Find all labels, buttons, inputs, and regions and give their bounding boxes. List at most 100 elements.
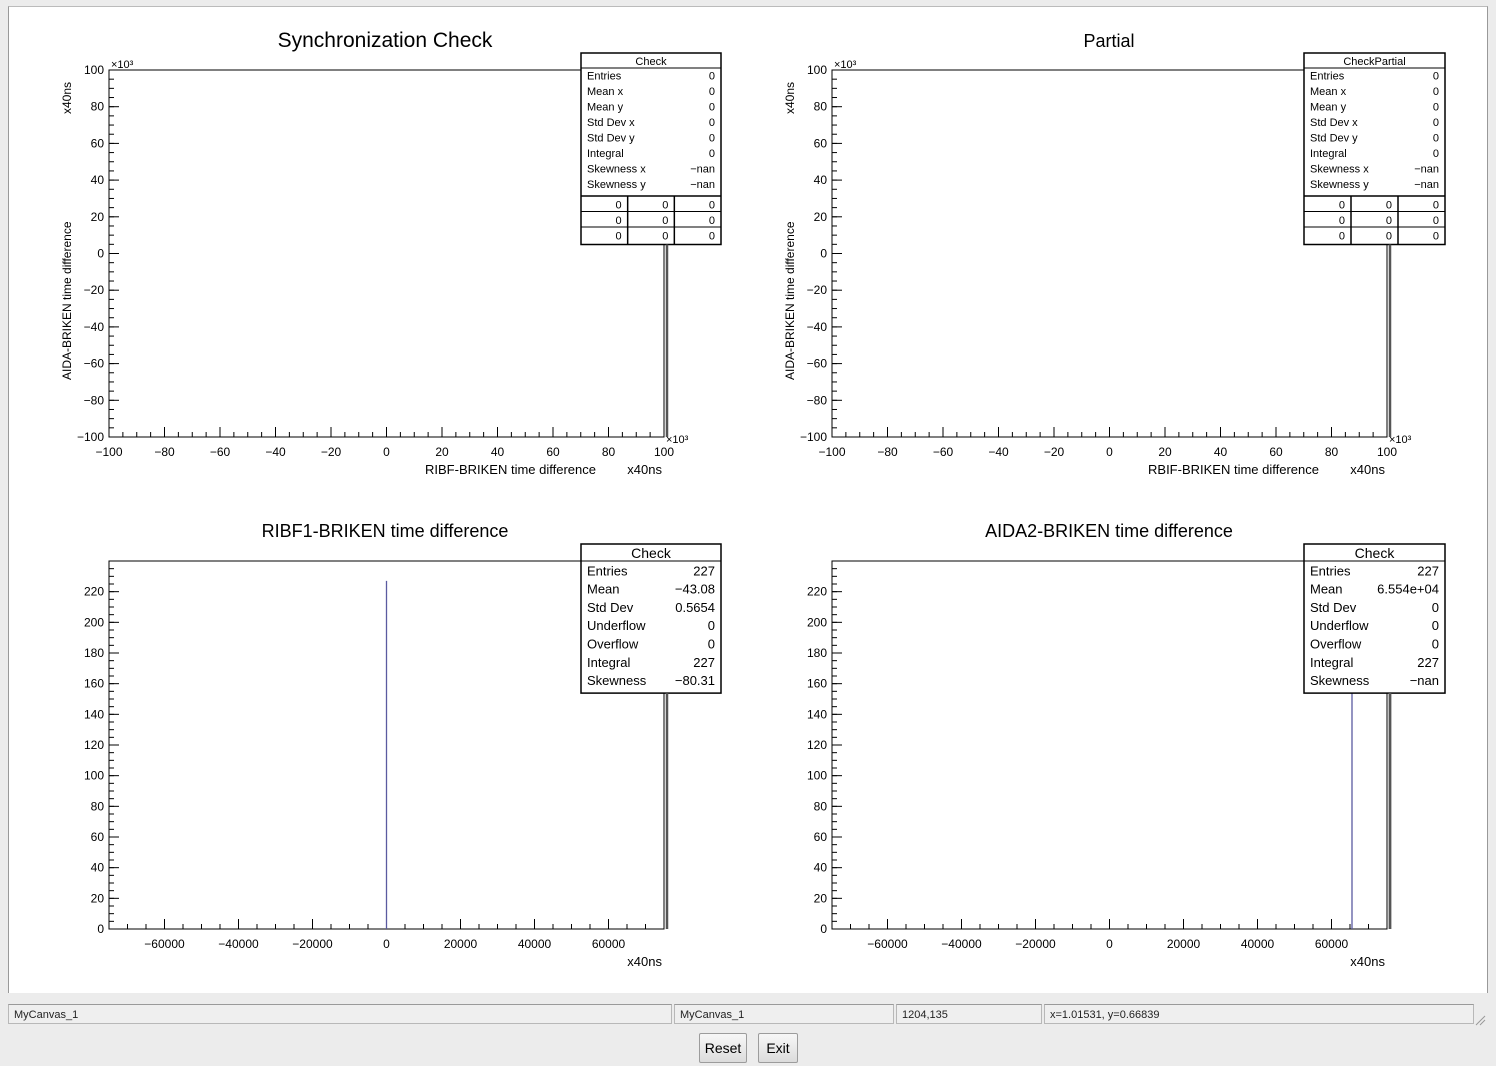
stats-label: Integral: [1310, 148, 1347, 160]
stats-value: 227: [1417, 563, 1439, 578]
x-tick-label: −100: [818, 445, 845, 459]
stats-label: Entries: [1310, 71, 1345, 83]
y-tick-label: 160: [807, 677, 827, 691]
y-tick-label: 0: [97, 922, 104, 936]
y-tick-label: 80: [814, 100, 828, 114]
x-tick-label: −40000: [941, 937, 982, 951]
stats-title: Check: [1355, 545, 1396, 561]
stats-grid-cell: 0: [1433, 215, 1439, 227]
reset-button[interactable]: Reset: [699, 1033, 747, 1063]
canvas-plots[interactable]: Synchronization Check −100 −80 −60 −40 −20 0 20…: [9, 7, 1487, 993]
y-axis-label: AIDA-BRIKEN time difference: [783, 221, 797, 380]
stats-value: 0: [708, 618, 715, 633]
y-tick-label: 20: [91, 891, 105, 905]
y-tick-label: 200: [807, 615, 827, 629]
stats-value: 227: [693, 655, 715, 670]
stats-value: 0: [1432, 637, 1439, 652]
x-exponent: ×10³: [1389, 434, 1412, 446]
stats-box: Check Entries 227 Mean 6.554e+04 Std Dev 0 Unde…: [1303, 543, 1446, 929]
stats-value: 227: [693, 563, 715, 578]
y-tick-label: 0: [820, 922, 827, 936]
stats-frame: [1303, 543, 1446, 694]
stats-value: −43.08: [675, 582, 715, 597]
stats-grid-cell: 0: [616, 215, 622, 227]
pad-1: Synchronization Check −100 −80 −60 −40 −20 0 20…: [60, 29, 722, 477]
status-selected-name: MyCanvas_1: [674, 1004, 894, 1024]
stats-value: 0: [709, 133, 715, 145]
stats-label: Entries: [587, 71, 622, 83]
stats-label: Std Dev: [587, 600, 634, 615]
y-tick-label: 60: [814, 830, 828, 844]
y-tick-label: 60: [91, 830, 105, 844]
x-axis-label: RBIF-BRIKEN time difference: [1148, 462, 1319, 477]
stats-value: 0: [708, 637, 715, 652]
y-axis-unit: x40ns: [783, 82, 797, 114]
x-tick-label: −40: [988, 445, 1009, 459]
stats-grid-cell: 0: [709, 215, 715, 227]
x-tick-label: −80: [154, 445, 175, 459]
x-tick-label: 20: [435, 445, 449, 459]
stats-label: Skewness x: [1310, 164, 1369, 176]
stats-frame: [580, 52, 722, 246]
stats-value: 0: [1433, 86, 1439, 98]
stats-value: −80.31: [675, 673, 715, 688]
y-tick-label: −20: [807, 283, 828, 297]
stats-value: 0: [709, 71, 715, 83]
y-tick-label: 40: [814, 861, 828, 875]
stats-value: 0: [1432, 600, 1439, 615]
x-tick-label: −20: [1044, 445, 1065, 459]
y-tick-label: 100: [807, 769, 827, 783]
y-tick-label: 160: [84, 677, 104, 691]
x-tick-label: 60000: [1315, 937, 1349, 951]
x-axis-unit: x40ns: [627, 462, 662, 477]
x-axis-unit: x40ns: [627, 954, 662, 969]
pad-4: AIDA2-BRIKEN time difference −60000 −40000…: [807, 521, 1446, 969]
y-exponent: ×10³: [834, 59, 857, 71]
root-canvas[interactable]: Synchronization Check −100 −80 −60 −40 −20 0 20…: [8, 6, 1488, 993]
y-tick-label: 40: [91, 861, 105, 875]
stats-grid-cell: 0: [1386, 200, 1392, 212]
y-tick-label: 80: [814, 799, 828, 813]
stats-value: 0: [1433, 102, 1439, 114]
stats-label: Skewness: [1310, 673, 1370, 688]
y-tick-label: 220: [807, 585, 827, 599]
x-tick-label: 0: [383, 445, 390, 459]
y-tick-label: 20: [91, 210, 105, 224]
y-tick-label: 0: [820, 247, 827, 261]
x-tick-label: 20000: [1167, 937, 1201, 951]
stats-label: Std Dev y: [1310, 133, 1358, 145]
x-tick-label: 40000: [1241, 937, 1275, 951]
stats-label: Skewness y: [587, 179, 646, 191]
y-tick-label: 100: [84, 769, 104, 783]
stats-value: 0: [709, 86, 715, 98]
y-tick-label: 80: [91, 100, 105, 114]
y-tick-label: 40: [91, 173, 105, 187]
stats-grid-cell: 0: [1433, 200, 1439, 212]
stats-grid-cell: 0: [616, 200, 622, 212]
x-axis-label: RIBF-BRIKEN time difference: [425, 462, 596, 477]
stats-value: 6.554e+04: [1377, 582, 1439, 597]
x-tick-label: 100: [1377, 445, 1397, 459]
pad-3: RIBF1-BRIKEN time difference −60000 −40000…: [84, 521, 722, 969]
x-tick-label: 40000: [518, 937, 552, 951]
resize-grip-icon[interactable]: [1474, 1014, 1486, 1026]
y-tick-label: −20: [84, 283, 105, 297]
stats-label: Entries: [587, 563, 628, 578]
y-tick-label: 120: [84, 738, 104, 752]
y-tick-label: 180: [807, 646, 827, 660]
stats-value: −nan: [1414, 164, 1439, 176]
stats-label: Integral: [587, 148, 624, 160]
x-tick-label: 40: [1214, 445, 1228, 459]
stats-label: Entries: [1310, 563, 1351, 578]
stats-grid-cell: 0: [709, 200, 715, 212]
y-tick-label: 140: [84, 707, 104, 721]
x-tick-label: 60: [546, 445, 560, 459]
y-tick-label: −40: [807, 320, 828, 334]
exit-button[interactable]: Exit: [758, 1033, 798, 1063]
stats-grid-cell: 0: [616, 231, 622, 243]
stats-label: Skewness y: [1310, 179, 1369, 191]
status-object-name: MyCanvas_1: [8, 1004, 672, 1024]
y-tick-label: −100: [800, 430, 827, 444]
pad-2: Partial −100 −80 −60 −40 −20 0 20 40 60 80 100 −100 −…: [783, 31, 1446, 477]
stats-value: −nan: [690, 164, 715, 176]
